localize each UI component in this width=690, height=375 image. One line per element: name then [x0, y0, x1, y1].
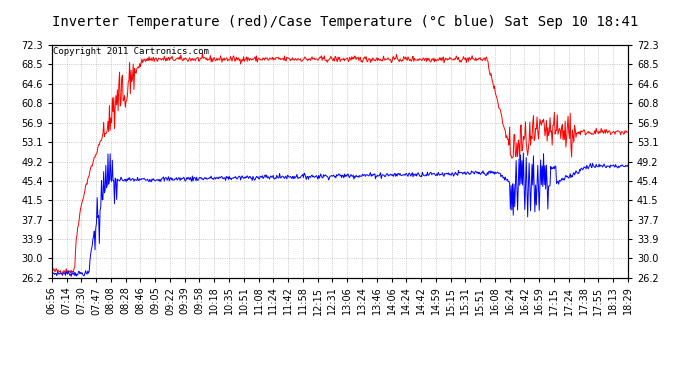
Text: Copyright 2011 Cartronics.com: Copyright 2011 Cartronics.com [53, 47, 209, 56]
Text: Inverter Temperature (red)/Case Temperature (°C blue) Sat Sep 10 18:41: Inverter Temperature (red)/Case Temperat… [52, 15, 638, 29]
